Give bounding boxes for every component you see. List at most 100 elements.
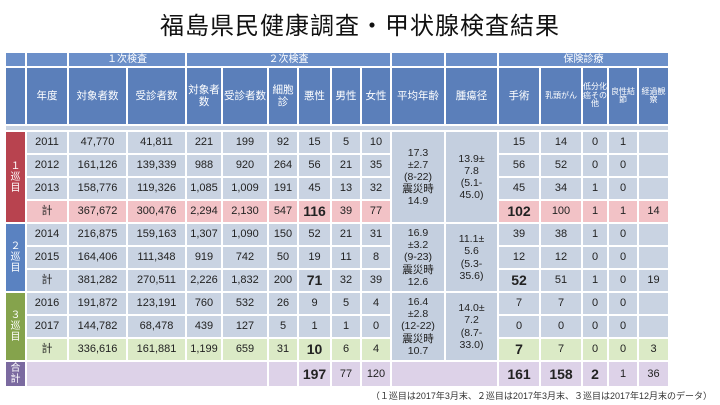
tumor-line: (5.3- [460,257,483,270]
col-examinees: 受診者数 [128,68,185,124]
cell-cancer: 12 [541,247,581,268]
total-row: 計 336,616 161,881 1,199 659 31 10 6 4 7 7 0 0 3 [6,339,668,360]
col-female: 女性 [362,68,390,124]
cell-targets: 216,875 [69,224,126,245]
cell-benign: 1 [609,201,637,222]
cell-year: 2017 [27,316,67,337]
cell-surgery: 39 [499,224,539,245]
cell-female: 4 [362,339,390,360]
cell-cancer: 38 [541,224,581,245]
cell-targets: 47,770 [69,132,126,153]
cell-surgery: 12 [499,247,539,268]
cell-year: 計 [27,339,67,360]
grand-total-label: 合計 [6,362,25,386]
cell-examinees: 159,163 [128,224,185,245]
cell-examinees: 123,191 [128,293,185,314]
footnote: （１巡目は2017年3月末、２巡目は2017年3月末、３巡目は2017年12月末… [370,391,712,401]
primary-exam-header: １次検査 [69,53,185,66]
cell-poorly: 0 [583,247,607,268]
avg-age-line: 12.6 [407,275,429,288]
cell-targets: 164,406 [69,247,126,268]
cell-male: 77 [332,362,360,386]
cell-cytology: 264 [269,155,297,176]
cell-male: 39 [332,201,360,222]
cell-cytology: 191 [269,178,297,199]
tumor-line: 14.0± [458,302,485,315]
cell-male: 1 [332,316,360,337]
cell-s-targets: 1,199 [187,339,221,360]
col-malignant: 悪性 [299,68,330,124]
header-spacer [27,53,67,66]
total-row: 計 367,672 300,476 2,294 2,130 547 116 39 77 102 10… [6,201,668,222]
cell-year: 計 [27,270,67,291]
cell-poorly: 1 [583,270,607,291]
table-row: １巡目 2011 47,770 41,811 221 199 92 15 5 10 17.3 ±2.7… [6,132,668,222]
col-cancer: 乳頭がん [541,68,581,124]
table-row: 2017 144,782 68,478 439 127 5 1 1 0 0 0 0 0 [6,316,668,337]
tumor-line: 11.1± [458,233,485,246]
cell-poorly: 1 [583,201,607,222]
cell-cancer: 34 [541,178,581,199]
cell-observation [639,132,668,153]
cell-benign: 1 [609,132,637,153]
cell-examinees: 119,326 [128,178,185,199]
avg-age-line: 14.9 [407,195,429,208]
cell-malignant: 116 [299,201,330,222]
cell-male: 21 [332,224,360,245]
avg-age-line: 16.4 [407,296,429,309]
insurance-header: 保険診療 [499,53,668,66]
cell-s-targets: 2,294 [187,201,221,222]
cell-male: 6 [332,339,360,360]
cell-cancer: 100 [541,201,581,222]
table-row: ２巡目 2014 216,875 159,163 1,307 1,090 150 52 21 31… [6,224,668,291]
total-row: 計 381,282 270,511 2,226 1,832 200 71 32 39 52 51 1 0… [6,270,668,291]
col-targets: 対象者数 [69,68,126,124]
separator-row [6,126,668,130]
cell-female: 4 [362,293,390,314]
cell-s-targets: 988 [187,155,221,176]
cell-s-examinees: 659 [223,339,267,360]
header-spacer [392,53,444,66]
cell-female: 31 [362,224,390,245]
cell-examinees: 270,511 [128,270,185,291]
avg-age-line: 16.9 [407,227,429,240]
cell-cytology: 31 [269,339,297,360]
cell-surgery: 45 [499,178,539,199]
cell-malignant: 52 [299,224,330,245]
cell-benign: 1 [609,362,637,386]
cell-year: 2016 [27,293,67,314]
cell-surgery: 102 [499,201,539,222]
col-cytology: 細胞診 [269,68,297,124]
cell-targets: 367,672 [69,201,126,222]
cell-examinees: 300,476 [128,201,185,222]
cell-benign: 0 [609,155,637,176]
cell-male: 5 [332,293,360,314]
header-spacer [446,53,497,66]
cell-malignant: 15 [299,132,330,153]
cell-observation [639,247,668,268]
avg-age-line: 震災時 [402,263,434,276]
avg-age-line: ±2.8 [407,308,429,321]
grand-total-row: 合計 197 77 120 161 158 2 1 36 [6,362,668,386]
header-spacer [6,68,25,124]
cell-targets: 161,126 [69,155,126,176]
cell-year: 2011 [27,132,67,153]
cell-malignant: 9 [299,293,330,314]
col-male: 男性 [332,68,360,124]
cell-targets: 381,282 [69,270,126,291]
cell-targets: 191,872 [69,293,126,314]
tumor-cell: 11.1± 5.6 (5.3- 35.6) [446,224,497,291]
cell-observation [639,178,668,199]
cell-examinees: 111,348 [128,247,185,268]
cell-year: 2013 [27,178,67,199]
cell-female: 8 [362,247,390,268]
table-row: ３巡目 2016 191,872 123,191 760 532 26 9 5 4 16.4 ±2.8… [6,293,668,360]
col-benign: 良性結節 [609,68,637,124]
cell-cytology: 50 [269,247,297,268]
tumor-line: 35.6) [459,269,484,282]
cell-cancer: 52 [541,155,581,176]
cell-malignant: 197 [299,362,330,386]
cell-cytology: 150 [269,224,297,245]
cell-cytology: 200 [269,270,297,291]
cell-surgery: 7 [499,293,539,314]
